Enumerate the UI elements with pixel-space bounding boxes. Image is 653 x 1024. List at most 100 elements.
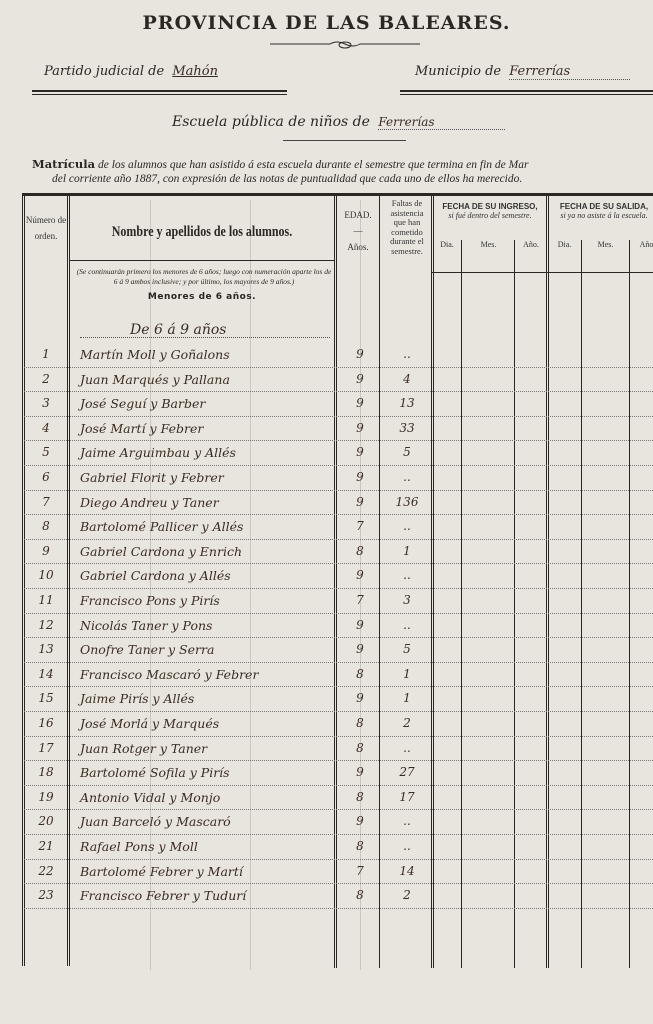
row-number: 18 [38,765,54,780]
edad-label: EDAD. [344,210,372,220]
student-name: Nicolás Taner y Pons [80,617,213,633]
student-age: 8 [356,839,364,853]
page-title: PROVINCIA DE LAS BALEARES. [142,12,511,34]
student-age: 9 [356,568,364,583]
matricula-line-1: Matrícula de los alumnos que han asistid… [32,157,528,171]
menores-heading: Menores de 6 años. [147,292,257,302]
student-name: Gabriel Florit y Febrer [80,470,224,485]
col-header-faltas: Faltas de asistencia que han cometido du… [390,198,424,256]
student-age: 9 [356,691,364,706]
row-rule [24,563,653,565]
student-age: 9 [356,420,364,435]
student-name: Bartolomé Pallicer y Allés [80,519,244,535]
municipio-label: Municipio de [415,64,502,79]
student-name: Juan Rotger y Taner [80,740,208,756]
salida-mes: Mes. [597,240,614,249]
row-number: 8 [42,519,50,534]
student-absences: 5 [403,642,411,657]
section-label: De 6 á 9 años [130,322,227,338]
row-number: 14 [38,666,54,681]
student-age: 8 [356,543,364,558]
row-rule [24,661,653,663]
student-age: 9 [356,814,364,829]
row-rule [24,883,653,885]
row-rule [24,735,653,737]
row-rule [24,834,653,835]
student-absences: .. [403,839,411,853]
student-age: 9 [356,445,364,460]
student-age: 9 [356,494,364,509]
partido-label: Partido judicial de [44,64,165,79]
ingreso-mes: Mes. [480,240,497,249]
row-rule [24,588,653,589]
municipio-field: Municipio de Ferrerías [415,64,631,80]
row-number: 2 [42,371,50,386]
header-rule [70,260,334,261]
ingreso-ano: Año. [523,240,539,249]
header-rule [431,272,653,273]
salida-title: FECHA DE SU SALIDA, [559,202,649,211]
row-number: 20 [38,814,54,829]
row-rule [24,858,653,860]
row-rule [24,415,653,417]
student-absences: .. [403,347,411,361]
row-number: 16 [38,716,54,730]
student-absences: 17 [399,789,415,804]
student-age: 9 [356,470,364,484]
student-absences: 3 [403,593,411,607]
col-header-numero: Número de orden. [25,215,67,241]
col-divider [334,196,337,968]
student-age: 9 [356,347,364,361]
row-rule [24,514,653,516]
student-absences: 1 [403,543,411,558]
student-age: 8 [356,716,364,730]
student-age: 9 [356,617,364,632]
row-number: 15 [38,691,54,706]
col-header-nombre: Nombre y apellidos de los alumnos. [111,224,293,240]
row-rule [24,686,653,688]
row-rule [24,440,653,442]
matricula-word: Matrícula [32,157,96,171]
student-absences: .. [403,470,411,484]
student-name: Jaime Pirís y Allés [80,691,195,707]
student-absences: .. [403,519,411,534]
student-name: José Seguí y Barber [80,396,206,412]
row-rule [24,784,653,786]
student-age: 9 [356,396,364,411]
student-absences: 1 [403,691,411,706]
student-age: 7 [356,519,364,534]
student-absences: 136 [395,494,419,509]
row-number: 7 [42,494,50,509]
row-rule [24,711,653,712]
student-absences: .. [403,568,411,583]
row-rule [24,637,653,639]
student-absences: 13 [399,396,415,411]
table-top-border [22,193,653,196]
student-age: 8 [356,740,364,755]
student-age: 8 [356,666,364,681]
student-absences: 4 [403,371,411,386]
edad-dash: — [353,226,363,236]
row-number: 3 [42,396,50,411]
row-number: 12 [38,617,54,632]
escuela-value: Ferrerías [378,115,505,130]
partido-value: Mahón [172,64,218,79]
salida-sub: si ya no asiste á la escuela. [560,211,648,220]
student-name: José Martí y Febrer [80,420,204,436]
section-rule [80,337,330,338]
student-age: 8 [356,789,364,804]
col-header-salida: FECHA DE SU SALIDA, si ya no asiste á la… [549,202,653,220]
row-rule [24,760,653,762]
col-divider [461,240,462,968]
student-name: Onofre Taner y Serra [80,642,215,658]
row-rule [24,612,653,614]
row-number: 11 [38,593,54,607]
divider [32,90,287,95]
col-divider [546,196,549,968]
student-absences: 1 [403,666,411,681]
student-absences: 5 [403,445,411,460]
student-name: José Morlá y Marqués [80,716,220,731]
student-name: Juan Marqués y Pallana [80,371,230,387]
row-rule [24,538,653,540]
student-name: Martín Moll y Goñalons [80,347,230,362]
